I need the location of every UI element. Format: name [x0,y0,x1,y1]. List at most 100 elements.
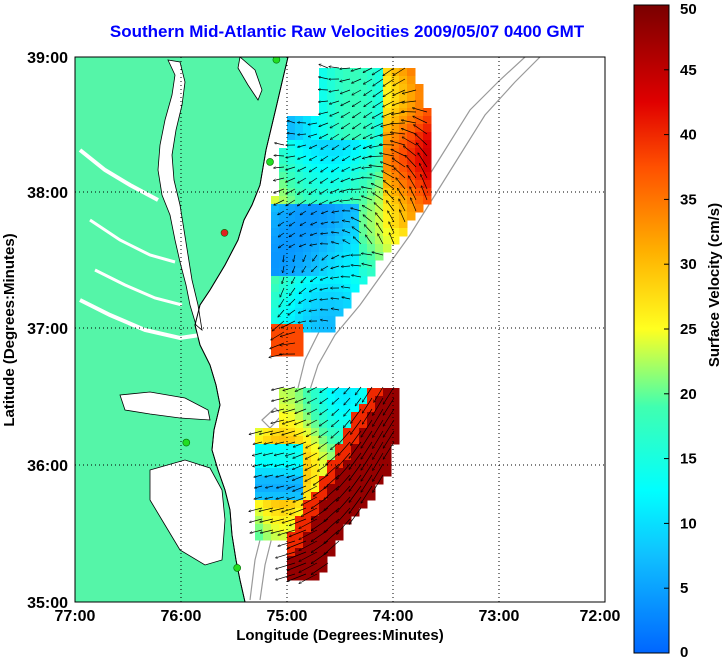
velocity-cell [279,204,288,213]
colorbar-tick-label: 20 [680,386,697,403]
velocity-arrow [311,562,329,575]
velocity-arrow [321,155,329,161]
velocity-cell [311,228,320,237]
velocity-arrow [275,441,285,444]
velocity-arrow [337,474,351,490]
velocity-cell [375,76,384,85]
velocity-cell [359,404,368,413]
velocity-arrow [369,165,384,168]
velocity-cell [295,180,304,189]
velocity-cell [375,476,384,485]
velocity-cell [391,140,400,149]
velocity-cell [303,164,312,173]
velocity-arrow [375,213,384,223]
velocity-cell [335,412,344,421]
velocity-arrow [285,452,296,456]
velocity-cell [327,212,336,221]
velocity-cell [287,508,296,517]
velocity-field-south [255,388,400,581]
velocity-arrow [331,419,340,427]
velocity-cell [343,76,352,85]
velocity-cell [343,492,352,501]
velocity-cell [391,84,400,93]
velocity-cell [423,180,432,189]
velocity-cell [359,204,368,213]
velocity-arrow [311,518,329,531]
velocity-cell [391,196,400,205]
velocity-arrow [319,111,329,114]
velocity-cell [335,220,344,229]
velocity-arrow [415,134,428,146]
velocity-cell [327,532,336,541]
velocity-arrow [319,64,329,69]
velocity-cell [399,100,408,109]
velocity-cell [279,404,288,413]
velocity-cell [319,124,328,133]
velocity-cell [335,260,344,269]
velocity-cell [319,388,328,397]
velocity-arrow [309,287,318,292]
velocity-cell [303,260,312,269]
velocity-cell [383,84,392,93]
velocity-cell [415,180,424,189]
velocity-cell [319,204,328,213]
velocity-cell [367,156,376,165]
velocity-arrow [310,244,318,245]
velocity-cell [295,196,304,205]
velocity-cell [415,204,424,213]
velocity-cell [359,76,368,85]
velocity-cell [343,204,352,213]
velocity-cell [311,484,320,493]
velocity-arrow [364,225,373,234]
velocity-cell [359,468,368,477]
velocity-arrow [394,168,406,179]
velocity-cell [351,132,360,141]
velocity-cell [343,516,352,525]
velocity-cell [375,84,384,93]
velocity-cell [351,508,360,517]
velocity-cell [367,444,376,453]
velocity-field-north [271,68,432,357]
velocity-cell [391,404,400,413]
velocity-arrow [372,67,384,75]
velocity-arrow [361,187,373,190]
velocity-cell [343,220,352,229]
velocity-arrow [298,123,307,124]
velocity-arrow [320,287,329,290]
velocity-cell [375,396,384,405]
velocity-cell [311,468,320,477]
velocity-cell [359,140,368,149]
velocity-arrow [280,331,296,337]
velocity-cell [319,180,328,189]
pamlico-sound [149,459,226,566]
velocity-cell [391,220,400,229]
velocity-cell [327,220,336,229]
velocity-arrow [311,265,318,272]
velocity-cell [327,132,336,141]
velocity-arrow [343,144,351,150]
velocity-arrow [313,485,329,496]
velocity-cell [271,268,280,277]
velocity-cell [383,236,392,245]
velocity-arrow [363,215,373,223]
velocity-arrow [313,474,329,485]
velocity-cell [255,444,264,453]
velocity-cell [287,492,296,501]
velocity-arrow [320,397,329,404]
velocity-cell [295,220,304,229]
velocity-cell [319,396,328,405]
velocity-arrow [320,408,329,415]
velocity-cell [391,108,400,117]
velocity-cell [263,524,272,533]
velocity-cell [303,180,312,189]
velocity-cell [279,468,288,477]
velocity-arrow [264,463,274,466]
velocity-arrow [289,210,296,215]
velocity-cell [399,212,408,221]
velocity-arrow [342,166,351,171]
velocity-cell [327,516,336,525]
velocity-cell [351,108,360,117]
velocity-arrow [319,133,329,138]
velocity-cell [287,116,296,125]
velocity-cell [359,124,368,133]
